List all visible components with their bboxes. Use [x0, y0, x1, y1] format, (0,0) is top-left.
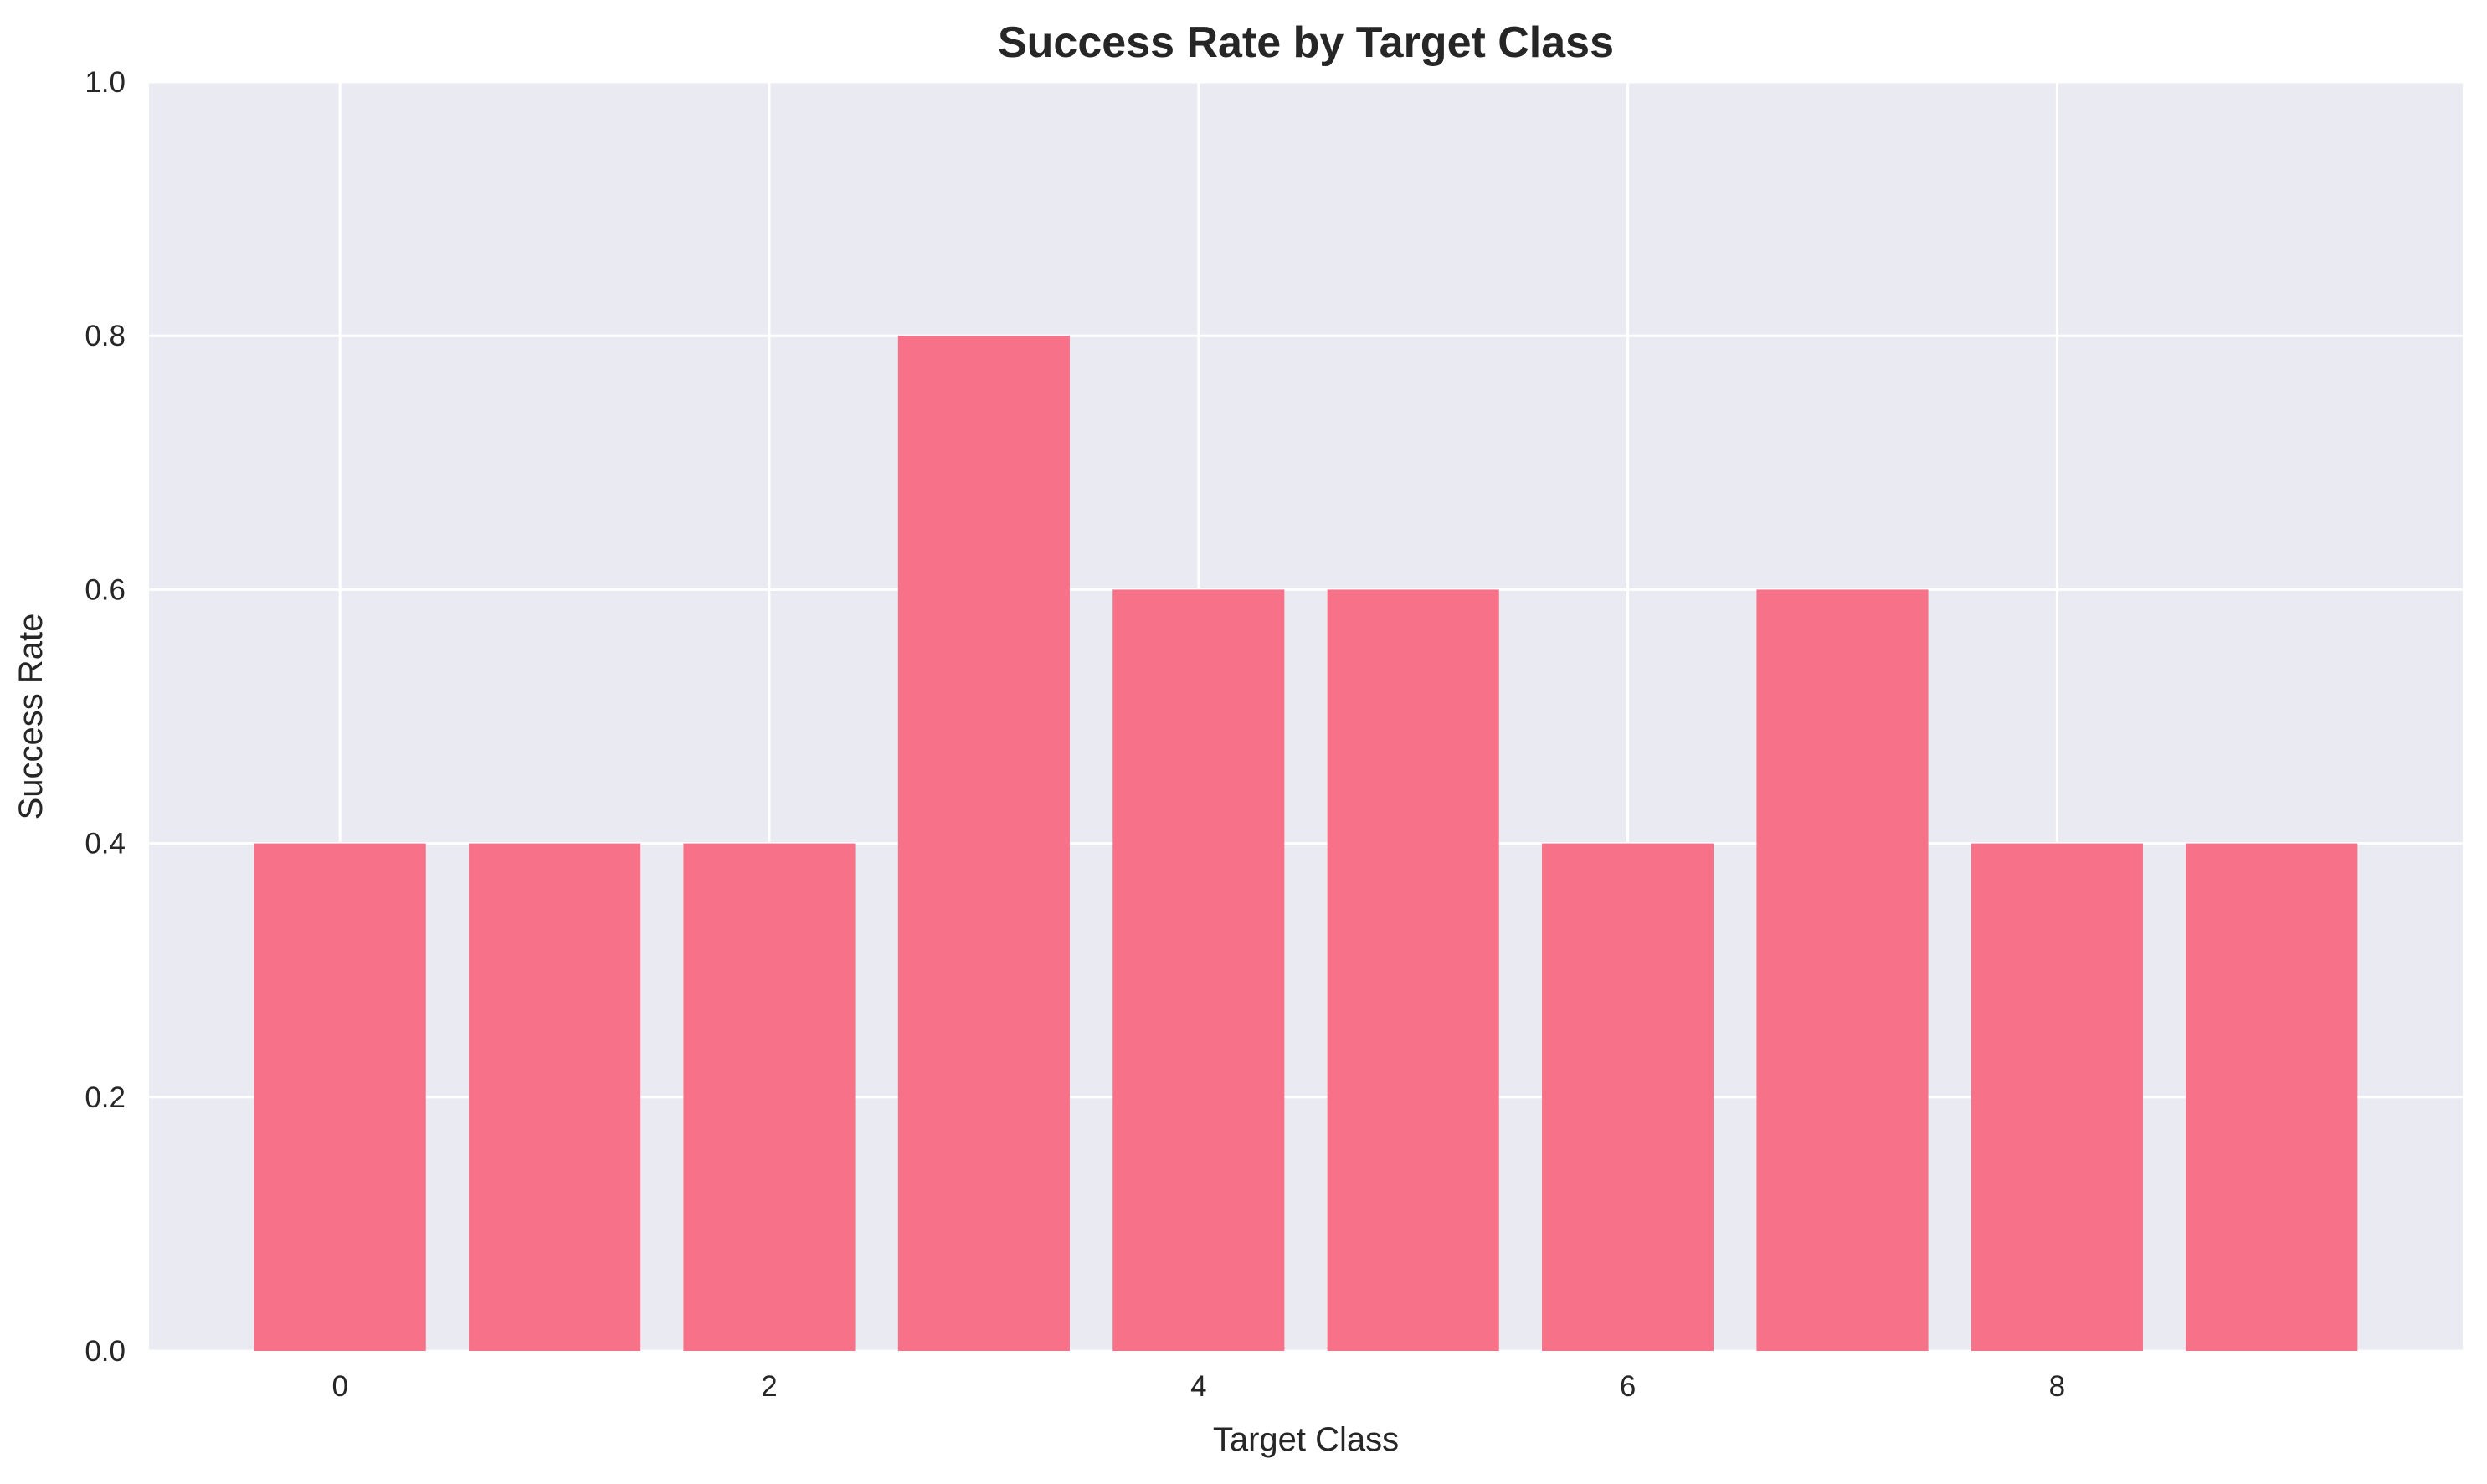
bar-class-4	[1112, 589, 1285, 1351]
x-tick-label: 6	[1620, 1370, 1636, 1403]
x-tick-label: 4	[1190, 1370, 1206, 1403]
bar-class-9	[2186, 843, 2358, 1351]
bar-class-1	[469, 843, 641, 1351]
bar-class-3	[897, 336, 1070, 1352]
chart-title: Success Rate by Target Class	[998, 18, 1614, 67]
x-tick-label: 0	[331, 1370, 347, 1403]
x-tick-labels: 0 2 4 6 8	[331, 1370, 2065, 1403]
x-axis-label: Target Class	[1213, 1421, 1399, 1458]
y-tick-label: 0.2	[85, 1081, 126, 1114]
bar-class-8	[1971, 843, 2143, 1351]
y-tick-label: 0.0	[85, 1335, 126, 1368]
bar-class-7	[1756, 589, 1929, 1351]
y-tick-label: 0.8	[85, 320, 126, 352]
y-tick-labels: 0.0 0.2 0.4 0.6 0.8 1.0	[85, 66, 126, 1368]
bar-class-6	[1542, 843, 1714, 1351]
x-tick-label: 2	[761, 1370, 777, 1403]
y-tick-label: 0.4	[85, 828, 126, 860]
y-tick-label: 0.6	[85, 573, 126, 606]
bar-class-2	[683, 843, 856, 1351]
y-axis-label: Success Rate	[13, 614, 49, 820]
x-tick-label: 8	[2049, 1370, 2065, 1403]
bars	[254, 336, 2358, 1352]
y-tick-label: 1.0	[85, 66, 126, 99]
bar-class-5	[1327, 589, 1499, 1351]
bar-class-0	[254, 843, 426, 1351]
